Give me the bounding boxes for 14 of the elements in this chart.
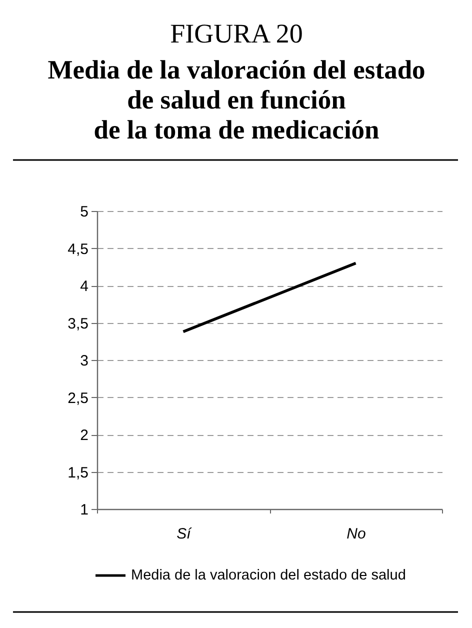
y-tick-label: 5 xyxy=(80,204,88,220)
y-tick-label: 4 xyxy=(80,278,88,295)
x-tick-label: Sí xyxy=(176,526,193,542)
chart-subtitle: Media de la valoración del estado de salud en función de la toma de medicación xyxy=(48,54,426,145)
y-tick-label: 1 xyxy=(80,502,88,518)
x-tick-label: No xyxy=(346,526,366,542)
y-tick-label: 2,5 xyxy=(68,390,88,407)
y-tick-label: 4,5 xyxy=(68,240,88,258)
legend-label: Media de la valoracion del estado de salud xyxy=(131,568,406,584)
y-tick-label: 3 xyxy=(80,352,88,370)
y-tick-label: 1,5 xyxy=(68,464,88,482)
y-tick-label: 2 xyxy=(80,427,88,444)
chart-title: FIGURA 20 xyxy=(170,18,303,49)
y-tick-label: 3,5 xyxy=(68,315,88,332)
